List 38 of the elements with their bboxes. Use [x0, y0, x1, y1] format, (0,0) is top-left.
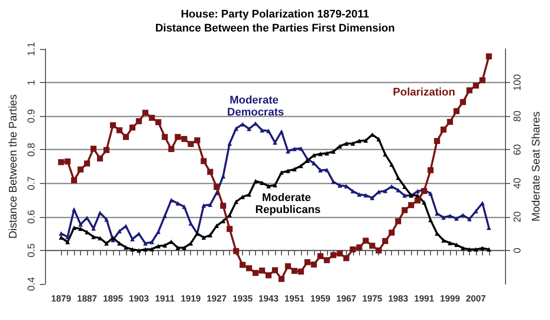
x-tick-label: 1967: [336, 294, 356, 304]
y-tick-label: 0.4: [26, 276, 38, 291]
chart-subtitle: Distance Between the Parties First Dimension: [155, 22, 396, 34]
x-tick-label: 1943: [258, 294, 279, 304]
y-tick-label: 0.5: [26, 243, 38, 258]
y-tick-label: 0.7: [26, 176, 38, 190]
y-tick-label: 0.6: [26, 209, 38, 224]
y-tick-label: 0.8: [26, 142, 38, 157]
y2-tick-label: 80: [512, 110, 524, 122]
series-label: Polarization: [392, 86, 456, 98]
x-tick-label: 1959: [310, 294, 330, 304]
y-tick-label: 1.1: [26, 42, 38, 56]
x-tick-label: 1887: [77, 294, 98, 304]
x-tick-label: 1951: [284, 294, 304, 304]
x-tick-label: 1911: [155, 294, 175, 304]
x-tick-label: 1895: [102, 294, 123, 304]
x-tick-label: 2007: [466, 294, 486, 304]
x-tick-label: 1903: [128, 294, 149, 304]
y2-tick-label: 100: [512, 74, 524, 91]
y2-tick-label: 0: [512, 247, 524, 254]
x-tick-label: 1999: [440, 294, 460, 304]
x-tick-label: 1975: [362, 294, 382, 304]
y-tick-label: 0.9: [26, 108, 38, 124]
series-label: Moderate Democrats: [227, 94, 284, 119]
y2-tick-label: 40: [512, 177, 524, 189]
y-tick-label: 1: [26, 79, 38, 86]
y2-tick-label: 60: [512, 144, 524, 156]
chart-title: House: Party Polarization 1879-2011: [180, 8, 370, 20]
y-axis-title: Distance Between the Parties: [8, 94, 20, 239]
series-label: Moderate Republicans: [255, 192, 321, 216]
y2-axis-title: Moderate Seat Shares: [530, 110, 542, 222]
x-tick-label: 1919: [180, 294, 201, 304]
y2-tick-label: 20: [512, 210, 524, 222]
x-tick-label: 1935: [232, 294, 253, 304]
x-tick-label: 1983: [388, 294, 408, 304]
x-tick-label: 1879: [51, 294, 72, 304]
x-tick-label: 1991: [414, 294, 434, 304]
x-tick-label: 1927: [206, 294, 227, 304]
